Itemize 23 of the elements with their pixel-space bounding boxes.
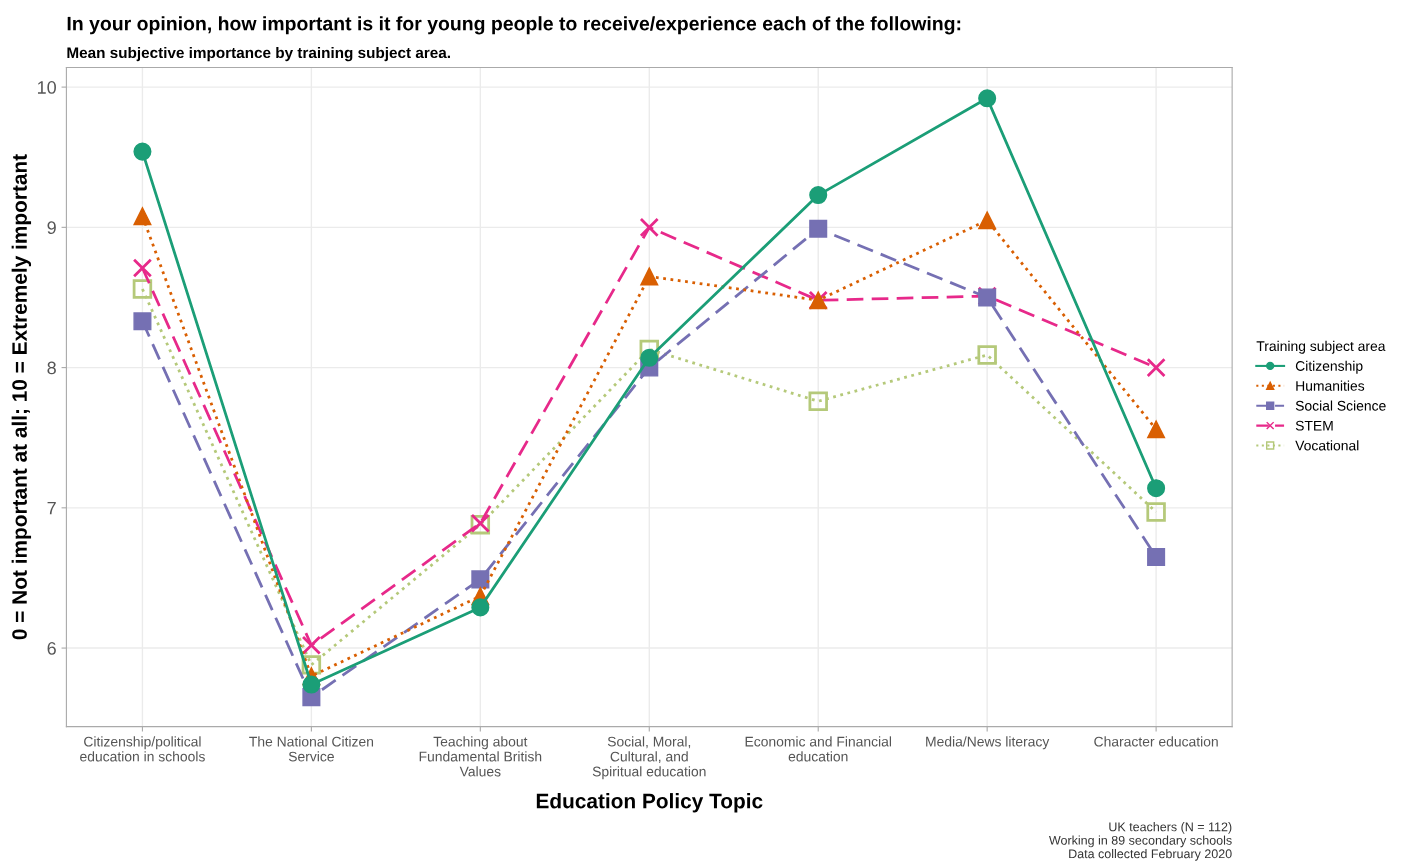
y-tick-label: 10	[37, 81, 56, 94]
x-tick-label: Media/News literacy	[926, 736, 1050, 750]
x-tick-label: Economic and Financial education	[745, 736, 892, 762]
x-tick-label: Character education	[1094, 736, 1218, 747]
legend-label: Vocational	[1295, 440, 1359, 451]
legend-label: Citizenship	[1295, 360, 1363, 374]
x-tick-label: Social, Moral, Cultural, and Spiritual education	[592, 736, 706, 780]
legend-title: Training subject area	[1256, 340, 1386, 354]
x-tick-label: Teaching about Fundamental British Values	[419, 736, 542, 777]
chart-title: In your opinion, how important is it for young people to receive/experience each of the following:	[67, 16, 961, 35]
y-tick-label: 6	[47, 642, 56, 655]
legend-label: Humanities	[1296, 380, 1365, 391]
x-axis-title: Education Policy Topic	[536, 793, 763, 813]
x-tick-label: Citizenship/political education in schools	[80, 736, 205, 762]
chart-subtitle: Mean subjective importance by training subject area.	[67, 46, 450, 62]
text: UK teachers (N = 112) Working in 89 secondary schools Data collected February 2020	[1049, 822, 1232, 861]
y-tick-label: 8	[47, 361, 56, 375]
y-axis-title: 0 = Not important at all; 10 = Extremely important	[11, 154, 32, 640]
legend-label: Social Science	[1295, 400, 1386, 411]
y-tick-label: 9	[47, 221, 56, 235]
y-tick-label: 7	[47, 501, 56, 515]
x-tick-label: The National Citizen Service	[249, 736, 374, 762]
legend-label: STEM	[1295, 420, 1333, 431]
